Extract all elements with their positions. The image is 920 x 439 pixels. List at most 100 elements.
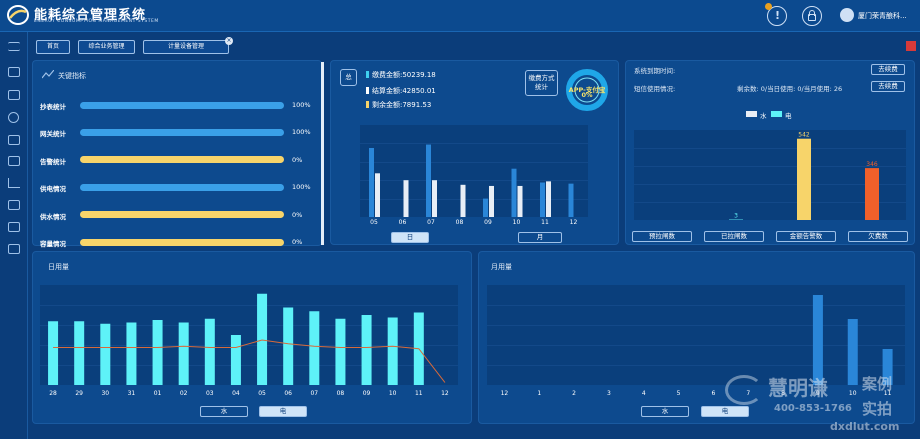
system-bar[interactable] [865,168,879,220]
close-tab-icon[interactable]: × [225,37,233,45]
document-icon[interactable] [8,200,20,210]
fees-bar[interactable] [489,185,494,217]
daily-bar[interactable] [283,307,294,386]
kpi-bar-fill [80,183,284,191]
fees-x-label: 06 [398,219,407,226]
lock-icon[interactable] [802,6,822,26]
daily-x-label: 30 [101,390,110,397]
monthly-bar[interactable] [812,295,823,385]
daily-x-label: 08 [336,390,345,397]
daily-water-button[interactable]: 水 [200,406,248,417]
menu-icon[interactable] [8,42,20,51]
daily-bar[interactable] [204,318,215,385]
alert-icon[interactable]: ! [767,6,787,26]
close-all-tabs-button[interactable] [906,41,916,51]
monthly-x-label: 6 [711,390,716,397]
daily-bar[interactable] [230,335,241,385]
fees-bar[interactable] [546,181,551,217]
folder-icon[interactable] [8,90,20,100]
kpi-label: 网关统计 [40,130,66,139]
kpi-label: 抄表统计 [40,103,66,111]
daily-bar[interactable] [152,320,163,385]
kpi-bar-fill [80,128,284,136]
daily-bar[interactable] [48,321,59,385]
kpi-label: 容量情况 [40,240,66,248]
fee-settled: 结算金额:42850.01 [366,86,436,96]
daily-bar[interactable] [387,317,398,386]
kpi-value: 0% [292,238,303,246]
fees-bar[interactable] [403,180,409,217]
sms-label: 短信使用情况: [634,85,676,93]
user-name[interactable]: 厦门荣青酿科... [858,12,907,20]
renew-sms-button[interactable]: 去续费 [871,81,905,92]
tab-business[interactable]: 综合业务管理 [78,40,135,54]
daily-bar[interactable] [126,322,137,386]
day-button[interactable]: 日 [391,232,429,243]
monthly-x-label: 12 [500,390,509,397]
tab-home[interactable]: 首页 [36,40,70,54]
fees-bar[interactable] [432,180,437,217]
payment-method-button[interactable]: 缴费方式统计 [525,70,558,96]
daily-bar[interactable] [74,321,85,385]
system-bar[interactable] [797,138,811,220]
system-action-button[interactable]: 预拉闸数 [632,231,692,242]
monthly-bar[interactable] [882,349,893,385]
fees-x-label: 08 [455,219,464,226]
payment-donut [566,69,608,111]
daily-power-button[interactable]: 电 [259,406,307,417]
fees-bar[interactable] [517,185,523,217]
month-button[interactable]: 月 [518,232,562,243]
tab-metering[interactable]: 计量设备管理 [143,40,229,54]
daily-bar[interactable] [361,315,372,385]
monthly-water-button[interactable]: 水 [641,406,689,417]
system-action-button[interactable]: 金额告警数 [776,231,836,242]
system-bar-label: 542 [798,132,810,139]
chart-icon[interactable] [8,178,20,188]
fees-bar[interactable] [568,183,574,217]
monthly-x-label: 10 [848,390,857,397]
daily-x-label: 09 [362,390,371,397]
fees-bar[interactable] [460,184,466,217]
monthly-bar[interactable] [847,319,858,385]
daily-x-label: 05 [258,390,266,397]
image-icon[interactable] [8,67,20,77]
system-chart-area [634,130,906,220]
fees-bar[interactable] [540,182,545,218]
fees-x-label: 12 [569,219,578,226]
kpi-value: 100% [292,128,311,137]
daily-bar-chart [40,293,458,386]
monitor-icon[interactable] [8,135,20,145]
daily-bar[interactable] [335,318,346,385]
monthly-power-button[interactable]: 电 [701,406,749,417]
watermark-site: dxdlut.com [830,420,900,433]
fees-bar[interactable] [511,168,517,217]
fees-bar[interactable] [426,144,431,217]
kpi-bar [80,183,284,191]
clock-icon[interactable] [8,112,19,123]
renew-expiry-button[interactable]: 去续费 [871,64,905,75]
fee-paid: 缴费金额:50239.18 [366,70,436,80]
panel-scrollbar[interactable] [321,62,324,245]
user-avatar-icon[interactable] [840,8,854,22]
kpi-value: 100% [292,183,311,192]
fees-bar[interactable] [369,148,374,217]
total-badge[interactable]: 总 [340,69,357,86]
kpi-label: 供水情况 [40,212,66,221]
daily-bar[interactable] [100,323,111,385]
daily-bar[interactable] [257,293,268,385]
fees-bar[interactable] [375,173,380,217]
system-action-button[interactable]: 已拉闸数 [704,231,764,242]
daily-bar[interactable] [178,322,189,386]
screen-icon[interactable] [8,244,20,254]
daily-x-label: 03 [205,390,214,397]
monthly-x-label: 11 [883,390,892,397]
grid-icon[interactable] [8,222,20,232]
download-icon[interactable] [8,156,20,166]
watermark-tag1: 案例 [862,375,893,393]
daily-usage-title: 日用量 [48,263,69,271]
kpi-value: 0% [292,210,303,219]
system-action-button[interactable]: 欠费数 [848,231,908,242]
kpi-bar [80,211,284,219]
daily-bar[interactable] [309,311,320,385]
fees-bar[interactable] [483,198,488,217]
